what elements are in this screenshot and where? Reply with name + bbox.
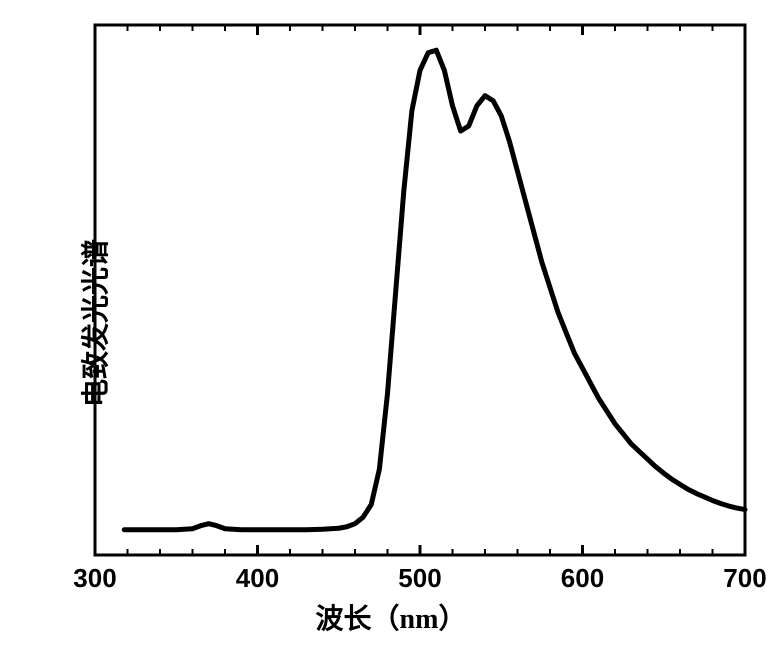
svg-text:400: 400 <box>236 563 279 593</box>
spectrum-chart: 300 400 500 600 700 电致发光光谱 波长（nm） <box>0 0 782 645</box>
svg-text:700: 700 <box>723 563 766 593</box>
x-axis-label: 波长（nm） <box>316 597 467 637</box>
svg-text:300: 300 <box>73 563 116 593</box>
svg-text:500: 500 <box>398 563 441 593</box>
y-axis-label: 电致发光光谱 <box>74 238 114 406</box>
chart-svg: 300 400 500 600 700 <box>0 0 782 645</box>
svg-text:600: 600 <box>561 563 604 593</box>
